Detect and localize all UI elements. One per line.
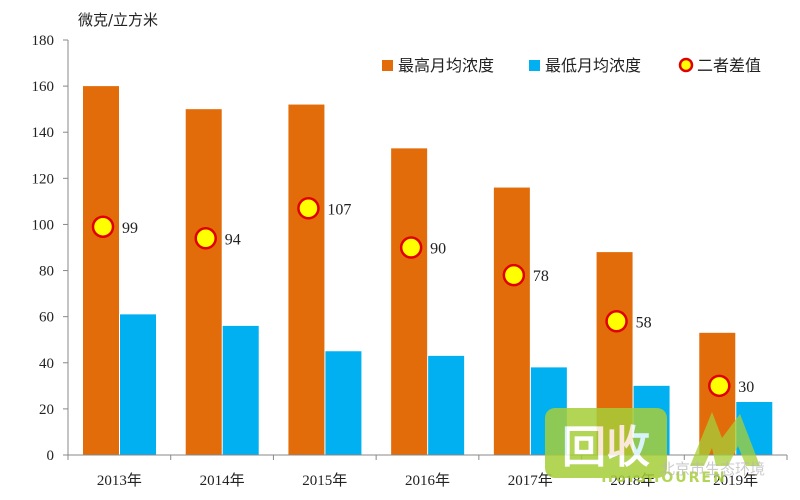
difference-marker-0 [91,215,115,238]
x-tick-label: 2014年 [200,472,245,489]
y-tick-label: 180 [32,33,55,49]
watermark-logo-text: 回收 [562,422,650,473]
x-tick-label: 2016年 [405,472,450,489]
watermark-sub-text: HUISHOUREN [601,470,726,486]
legend-label-min: 最低月均浓度 [545,56,641,75]
difference-label-2: 107 [327,201,351,218]
difference-marker-4 [502,263,526,287]
bar-max-0 [83,86,119,455]
bar-max-1 [185,109,222,456]
difference-label-5: 58 [636,314,652,331]
y-tick-label: 80 [39,264,54,280]
legend-label-diff: 二者差值 [697,56,761,75]
difference-marker-6 [708,374,731,398]
difference-markers: 99 94 107 90 78 58 30 [91,197,754,398]
watermark-side-text: 北京市生态环境 [660,460,765,478]
legend-swatch-min [529,60,540,71]
legend-swatch-max [382,60,393,71]
difference-label-6: 30 [738,379,754,396]
legend-label-max: 最高月均浓度 [398,56,494,75]
difference-label-4: 78 [533,268,549,285]
bar-min-2 [325,351,362,455]
bar-min-1 [222,325,259,455]
y-tick-label: 160 [32,79,55,95]
difference-label-0: 99 [122,220,138,237]
difference-marker-2 [297,197,320,220]
y-tick-label: 100 [32,217,55,233]
bar-max-3 [391,148,428,455]
bar-max-4 [493,187,530,456]
bar-max-2 [288,104,325,456]
bar-min-0 [120,314,156,455]
difference-marker-1 [194,227,217,250]
difference-marker-3 [399,236,423,259]
y-tick-label: 0 [47,448,55,464]
y-tick-label: 60 [39,310,54,326]
watermark-mountain-icon [690,412,760,466]
y-tick-label: 20 [39,402,54,418]
legend-marker-diff [678,57,694,73]
bar-min-3 [428,355,465,455]
watermark-logo-box [545,408,667,478]
x-tick-label: 2015年 [302,472,347,489]
y-tick-label: 40 [39,356,54,372]
y-tick-label: 120 [32,171,55,187]
y-axis-unit-label: 微克/立方米 [78,11,158,29]
difference-marker-5 [605,310,628,333]
difference-label-1: 94 [225,231,241,248]
difference-label-3: 90 [430,241,446,258]
x-tick-label: 2019年 [713,472,758,489]
bars [83,86,773,456]
x-tick-label: 2017年 [508,472,553,489]
y-axis: 0 20 40 60 80 100 120 140 160 180 [32,33,69,464]
legend: 最高月均浓度 最低月均浓度 二者差值 [382,56,761,75]
x-tick-label: 2013年 [97,472,142,489]
y-tick-label: 140 [32,125,55,141]
